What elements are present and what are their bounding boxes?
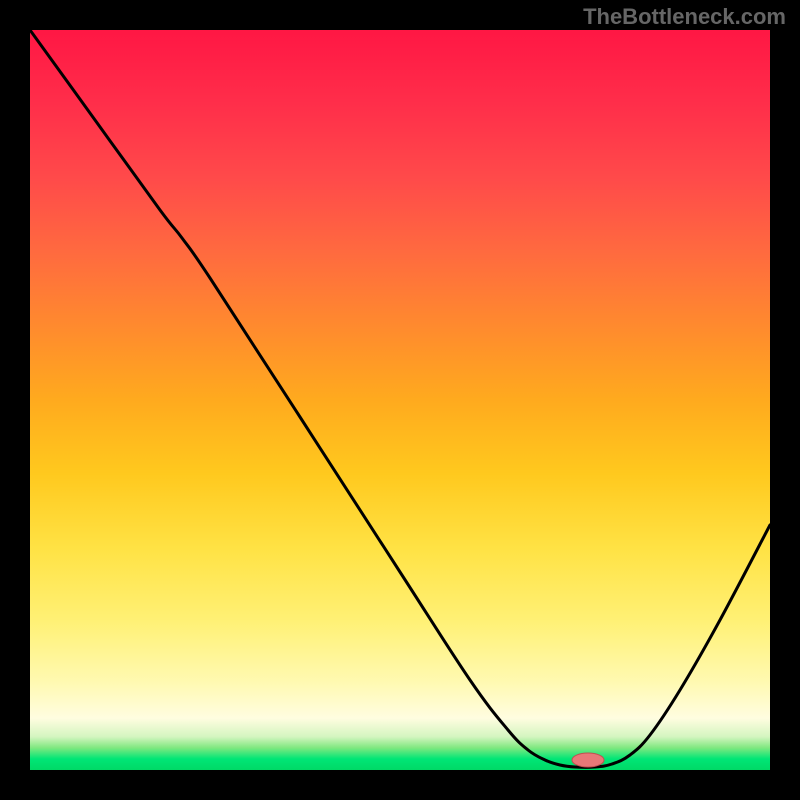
bottleneck-chart [0,0,800,800]
chart-container: TheBottleneck.com [0,0,800,800]
plot-area [30,30,770,770]
watermark-text: TheBottleneck.com [583,4,786,30]
optimal-marker [572,753,604,767]
